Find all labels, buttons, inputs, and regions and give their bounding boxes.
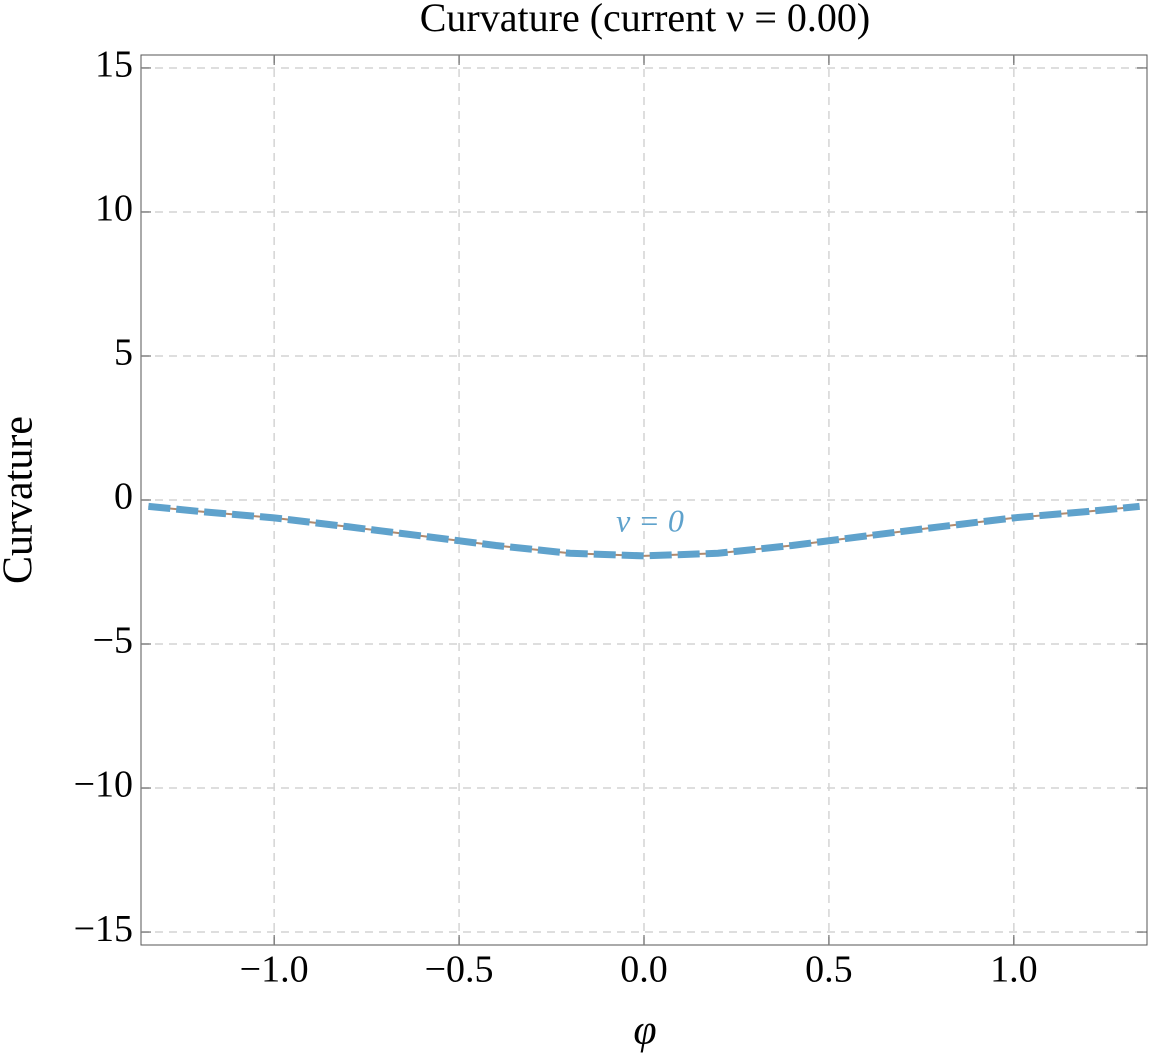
x-tick-label: −1.0	[240, 949, 309, 991]
x-tick-label: −0.5	[425, 949, 494, 991]
y-tick-label: 15	[95, 44, 133, 86]
curve	[148, 502, 1140, 560]
y-axis-label: Curvature	[0, 416, 42, 584]
x-tick-label: 0.0	[620, 949, 668, 991]
y-tick-label: 5	[114, 332, 133, 374]
x-tick-label: 0.5	[805, 949, 853, 991]
chart-title: Curvature (current ν = 0.00)	[420, 0, 871, 40]
x-axis-label: φ	[633, 1008, 656, 1054]
x-tick-label: 1.0	[990, 949, 1038, 991]
y-tick-label: 10	[95, 188, 133, 230]
y-tick-label: −5	[93, 620, 133, 662]
curve-annotation: ν = 0	[616, 502, 684, 538]
y-tick-label: −10	[74, 764, 133, 806]
y-tick-label: −15	[74, 908, 133, 950]
y-tick-label: 0	[114, 476, 133, 518]
